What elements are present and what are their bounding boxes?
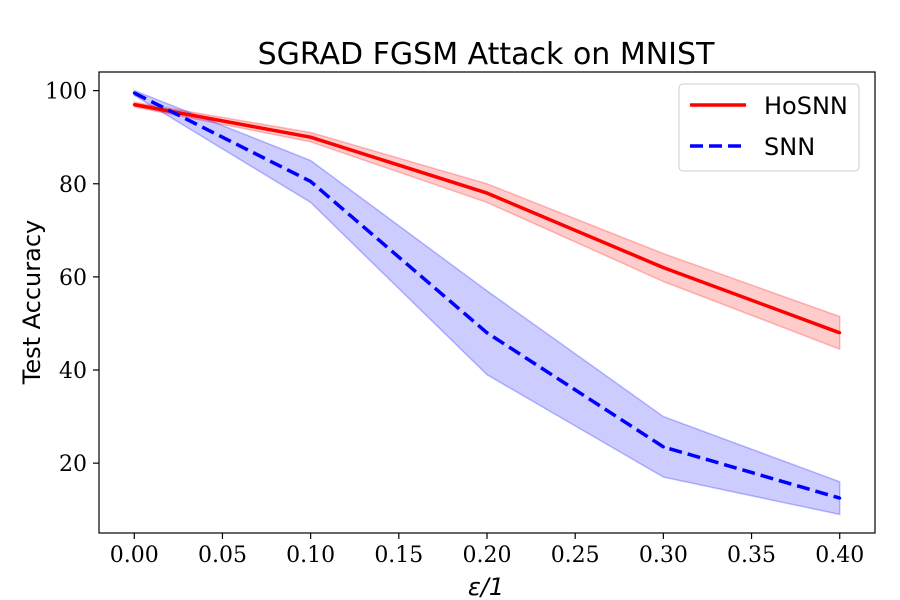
x-tick-label: 0.40 [815, 543, 864, 568]
x-axis-ticks: 0.00 0.05 0.10 0.15 0.20 0.25 0.30 0.35 0.40 [110, 533, 864, 568]
data-point-snn [838, 496, 842, 500]
x-axis-label: ε/1 [468, 573, 504, 600]
data-point-hosnn [132, 103, 136, 107]
y-axis-ticks: 20 40 60 80 100 [45, 80, 99, 477]
data-point-snn [309, 179, 313, 183]
series-lines [132, 91, 842, 500]
x-tick-label: 0.05 [198, 543, 247, 568]
data-point-snn [661, 445, 665, 449]
data-point-hosnn [485, 191, 489, 195]
data-point-snn [485, 331, 489, 335]
x-tick-label: 0.30 [639, 543, 688, 568]
data-point-snn [132, 91, 136, 95]
x-tick-label: 0.35 [727, 543, 776, 568]
y-tick-label: 100 [45, 80, 87, 105]
y-axis-label: Test Accuracy [18, 220, 46, 385]
data-point-hosnn [309, 135, 313, 139]
confidence-bands [133, 89, 841, 516]
legend-label-snn: SNN [764, 133, 815, 161]
x-tick-label: 0.20 [463, 543, 512, 568]
band-hosnn [133, 101, 841, 351]
legend-label-hosnn: HoSNN [764, 92, 848, 120]
data-point-hosnn [661, 266, 665, 270]
y-tick-label: 40 [59, 359, 87, 384]
band-snn [133, 89, 841, 516]
y-tick-label: 80 [59, 173, 87, 198]
x-tick-label: 0.10 [286, 543, 335, 568]
y-tick-label: 60 [59, 266, 87, 291]
x-tick-label: 0.00 [110, 543, 159, 568]
y-tick-label: 20 [59, 452, 87, 477]
chart-title: SGRAD FGSM Attack on MNIST [258, 37, 715, 72]
x-tick-label: 0.15 [374, 543, 423, 568]
legend: HoSNN SNN [678, 83, 860, 172]
data-point-hosnn [838, 331, 842, 335]
x-tick-label: 0.25 [551, 543, 600, 568]
